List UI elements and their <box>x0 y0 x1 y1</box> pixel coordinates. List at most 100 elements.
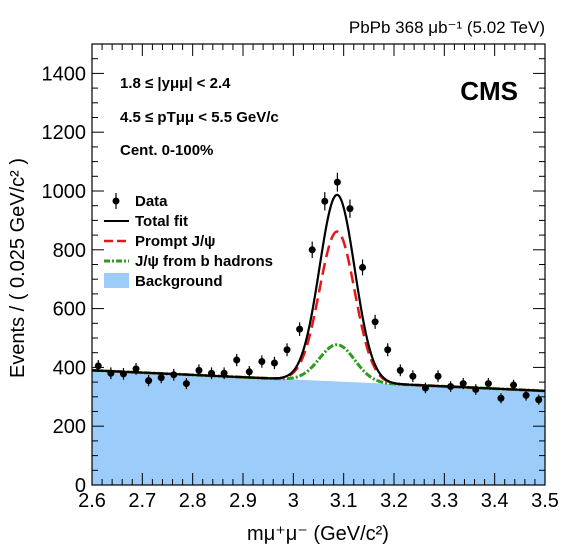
x-tick-label: 2.7 <box>128 490 156 512</box>
data-point-marker <box>472 385 480 393</box>
data-point <box>510 379 518 391</box>
data-point <box>233 353 241 367</box>
x-tick-label: 2.8 <box>179 490 207 512</box>
data-point <box>535 394 543 405</box>
data-point <box>182 377 190 390</box>
data-point <box>497 393 505 404</box>
data-point-marker <box>510 381 518 389</box>
x-tick-label: 3.1 <box>330 490 358 512</box>
legend-label-prompt: Prompt J/ψ <box>135 233 215 250</box>
data-point-marker <box>220 369 228 377</box>
legend-label-data: Data <box>135 193 168 210</box>
data-point-marker <box>434 372 442 380</box>
data-point-marker <box>107 369 115 377</box>
data-point-marker <box>333 178 341 186</box>
data-point <box>333 172 341 192</box>
data-point <box>258 355 266 368</box>
background-area <box>92 370 545 485</box>
data-point-marker <box>346 205 354 213</box>
legend-item-nonprompt: J/ψ from b hadrons <box>104 253 273 270</box>
data-point-marker <box>371 318 379 326</box>
data-point-marker <box>296 325 304 333</box>
data-point <box>157 372 165 384</box>
data-point-marker <box>258 358 266 366</box>
data-point <box>384 343 392 357</box>
legend-item-prompt: Prompt J/ψ <box>104 233 215 250</box>
x-tick-label: 2.6 <box>78 490 106 512</box>
legend-swatch-background <box>104 273 129 288</box>
data-point <box>522 390 530 401</box>
data-point-marker <box>195 366 203 374</box>
data-point-marker <box>157 374 165 382</box>
y-tick-label: 200 <box>53 416 86 438</box>
data-point <box>447 381 455 392</box>
x-tick-label: 3 <box>288 490 299 512</box>
data-point <box>132 362 140 375</box>
data-point <box>396 364 404 377</box>
data-point <box>270 356 278 370</box>
data-point <box>421 382 429 394</box>
data-point <box>484 377 492 390</box>
data-point-marker <box>484 380 492 388</box>
data-point-marker <box>396 366 404 374</box>
y-tick-label: 800 <box>53 240 86 262</box>
legend-item-background: Background <box>104 273 223 290</box>
data-point-marker <box>270 359 278 367</box>
data-point-marker <box>522 391 530 399</box>
data-point <box>308 241 316 259</box>
legend: Data Total fit Prompt J/ψ J/ψ from b had… <box>104 193 273 290</box>
data-point-marker <box>421 384 429 392</box>
data-point <box>359 259 367 276</box>
data-point <box>107 367 115 380</box>
data-point-marker <box>170 371 178 379</box>
data-point-marker <box>459 380 467 388</box>
y-tick-label: 600 <box>53 299 86 321</box>
data-point-marker <box>119 370 127 378</box>
data-point <box>119 367 127 380</box>
legend-item-total-fit: Total fit <box>104 213 188 230</box>
data-point-marker <box>208 369 216 377</box>
data-point-marker <box>182 380 190 388</box>
annotation-pt: 4.5 ≤ pTμμ < 5.5 GeV/c <box>120 109 279 126</box>
data-point-marker <box>245 368 253 376</box>
annotation-rapidity: 1.8 ≤ |yμμ| < 2.4 <box>120 75 231 92</box>
data-point <box>170 368 178 381</box>
y-axis-title: Events / ( 0.025 GeV/c² ) <box>7 158 29 378</box>
data-point <box>296 322 304 336</box>
data-point <box>145 375 153 387</box>
data-point-marker <box>497 394 505 402</box>
cms-label: CMS <box>460 76 518 106</box>
data-point <box>409 370 417 383</box>
data-point-marker <box>132 365 140 373</box>
data-point <box>434 370 442 383</box>
annotation-centrality: Cent. 0-100% <box>120 142 213 159</box>
data-point <box>208 367 216 380</box>
legend-label-background: Background <box>135 273 223 290</box>
legend-marker-data <box>112 197 120 205</box>
data-point <box>195 364 203 377</box>
x-tick-label: 3.4 <box>481 490 509 512</box>
data-point <box>220 367 228 380</box>
x-tick-label: 3.5 <box>531 490 559 512</box>
data-point-marker <box>283 346 291 354</box>
data-point <box>283 343 291 357</box>
total-fit-curve <box>91 193 546 393</box>
y-tick-label: 1200 <box>42 122 87 144</box>
x-tick-label: 3.2 <box>380 490 408 512</box>
data-point <box>472 384 480 395</box>
data-point-marker <box>447 383 455 391</box>
data-point <box>321 192 329 211</box>
x-tick-label: 2.9 <box>229 490 257 512</box>
data-point-marker <box>321 197 329 205</box>
data-point-marker <box>359 263 367 271</box>
y-tick-label: 1000 <box>42 181 87 203</box>
data-point-marker <box>535 396 543 404</box>
data-point <box>245 365 253 378</box>
data-point-marker <box>145 377 153 385</box>
y-tick-label: 1400 <box>42 63 87 85</box>
x-tick-label: 3.3 <box>430 490 458 512</box>
data-point-marker <box>308 246 316 254</box>
data-point-marker <box>384 346 392 354</box>
data-point-marker <box>94 362 102 370</box>
